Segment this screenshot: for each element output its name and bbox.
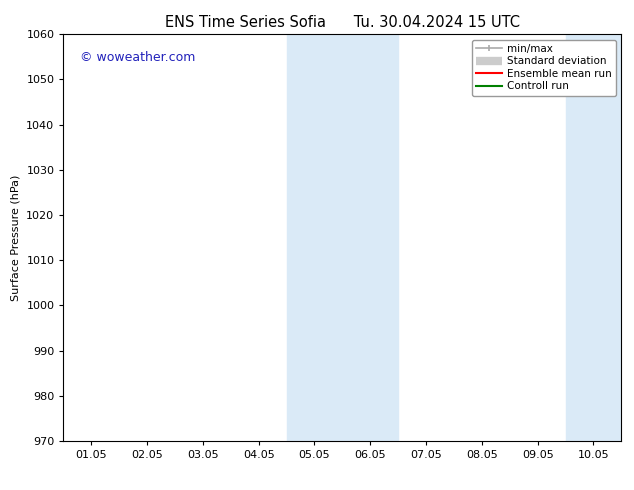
Text: © woweather.com: © woweather.com [80, 50, 195, 64]
Bar [287, 34, 398, 441]
Legend: min/max, Standard deviation, Ensemble mean run, Controll run: min/max, Standard deviation, Ensemble me… [472, 40, 616, 96]
Bar [566, 34, 621, 441]
Y-axis label: Surface Pressure (hPa): Surface Pressure (hPa) [11, 174, 21, 301]
Title: ENS Time Series Sofia      Tu. 30.04.2024 15 UTC: ENS Time Series Sofia Tu. 30.04.2024 15 … [165, 15, 520, 30]
